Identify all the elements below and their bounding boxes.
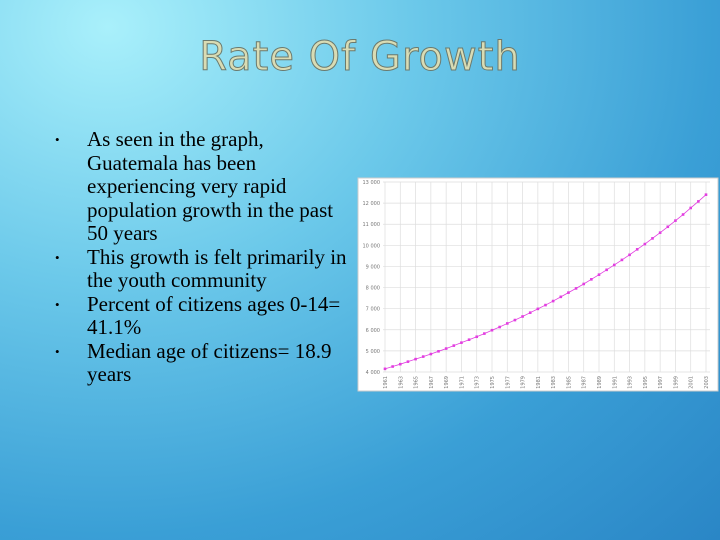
data-point <box>666 225 670 229</box>
bullet: As seen in the graph, Guatemala has been… <box>52 127 352 246</box>
data-point <box>383 367 387 371</box>
bullet: Median age of citizens= 18.9 years <box>52 339 352 387</box>
x-tick-label: 1975 <box>490 376 496 389</box>
x-tick-label: 1965 <box>414 376 420 389</box>
data-point <box>605 268 608 272</box>
data-point <box>444 347 448 350</box>
x-tick-label: 1981 <box>536 376 542 389</box>
x-tick-label: 1997 <box>658 376 664 389</box>
data-point <box>391 365 394 368</box>
bullet: Percent of citizens ages 0-14= 41.1% <box>52 292 352 340</box>
data-point <box>406 360 410 363</box>
data-point <box>635 248 639 251</box>
data-point <box>620 258 624 262</box>
data-point <box>681 213 685 216</box>
data-point <box>421 355 425 358</box>
x-tick-label: 1969 <box>444 376 450 389</box>
data-point <box>628 253 631 257</box>
y-tick-label: 5 000 <box>366 349 380 355</box>
data-point <box>483 332 486 335</box>
data-point <box>689 206 693 210</box>
data-point <box>513 318 517 322</box>
data-point <box>651 237 654 240</box>
x-tick-label: 1991 <box>612 376 618 389</box>
data-point <box>590 278 593 281</box>
x-tick-label: 1963 <box>398 376 404 389</box>
data-point <box>551 299 555 303</box>
y-tick-label: 12 000 <box>363 201 381 207</box>
slide-title: Rate Of Growth <box>199 34 521 81</box>
data-point <box>643 242 647 246</box>
data-point <box>452 344 456 347</box>
x-tick-label: 2001 <box>689 376 695 389</box>
data-point <box>467 338 471 341</box>
x-tick-label: 1989 <box>597 376 603 389</box>
data-point <box>437 350 440 353</box>
data-point <box>544 303 547 307</box>
y-tick-label: 11 000 <box>363 222 381 228</box>
y-tick-label: 13 000 <box>363 180 381 186</box>
x-tick-label: 1961 <box>383 376 389 389</box>
y-tick-label: 8 000 <box>366 286 380 292</box>
x-tick-label: 1993 <box>628 376 634 389</box>
y-tick-label: 9 000 <box>366 264 380 270</box>
data-point <box>536 307 540 311</box>
data-point <box>528 311 532 314</box>
data-point <box>658 231 662 234</box>
x-tick-label: 1979 <box>521 376 527 389</box>
y-tick-label: 4 000 <box>366 370 380 376</box>
x-tick-label: 1999 <box>673 376 679 389</box>
data-point <box>574 287 578 290</box>
y-tick-label: 7 000 <box>366 307 380 313</box>
x-tick-label: 2003 <box>704 376 710 389</box>
x-tick-label: 1967 <box>429 376 435 389</box>
y-tick-label: 10 000 <box>363 243 381 249</box>
x-tick-label: 1995 <box>643 376 649 389</box>
data-point <box>567 291 570 294</box>
data-point <box>697 200 700 203</box>
data-point <box>460 341 463 344</box>
data-point <box>429 352 433 356</box>
x-tick-label: 1973 <box>475 376 481 389</box>
x-tick-label: 1983 <box>551 376 557 389</box>
data-point <box>704 193 708 196</box>
data-point <box>559 295 563 299</box>
bullet: This growth is felt primarily in the you… <box>52 245 352 293</box>
data-point <box>498 325 501 329</box>
y-tick-label: 6 000 <box>366 328 380 334</box>
data-point <box>398 362 402 366</box>
x-tick-label: 1971 <box>459 376 465 389</box>
x-tick-label: 1985 <box>566 376 572 389</box>
data-point <box>521 315 524 318</box>
data-point <box>674 219 677 222</box>
data-point <box>490 328 494 332</box>
bullet-list: As seen in the graph, Guatemala has been… <box>52 127 352 387</box>
x-tick-label: 1977 <box>505 376 511 389</box>
data-point <box>414 357 417 361</box>
data-point <box>612 263 616 267</box>
data-point <box>505 322 509 325</box>
data-point <box>597 273 601 276</box>
data-point <box>582 282 586 286</box>
x-tick-label: 1987 <box>582 376 588 389</box>
data-point <box>475 335 479 339</box>
